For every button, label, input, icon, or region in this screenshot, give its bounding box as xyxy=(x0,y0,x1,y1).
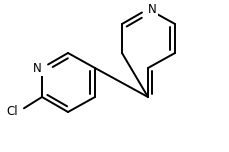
Text: N: N xyxy=(147,2,156,16)
Text: Cl: Cl xyxy=(6,105,18,119)
Text: N: N xyxy=(33,62,42,74)
